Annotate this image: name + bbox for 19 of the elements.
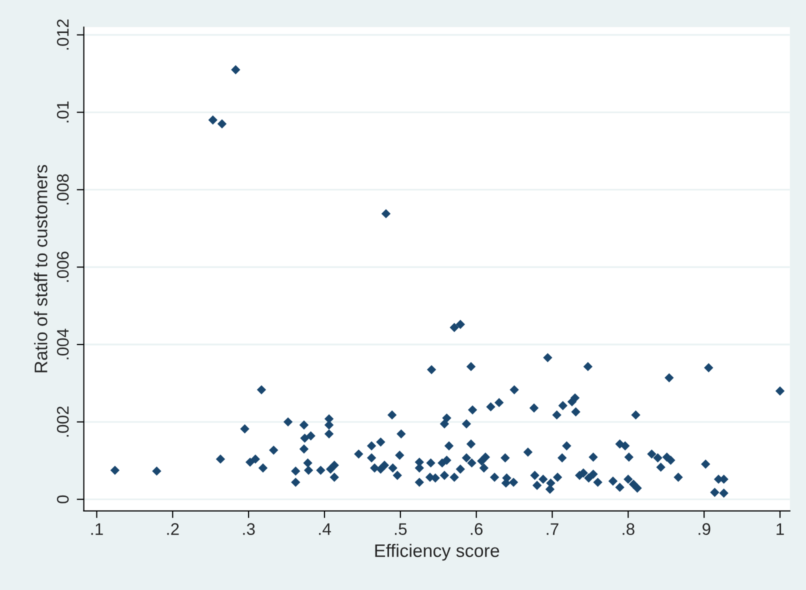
x-tick-label: .7	[546, 523, 558, 535]
y-tick-label: .002	[56, 406, 69, 437]
y-tick-label: .01	[56, 102, 69, 122]
x-tick-label: .5	[394, 523, 407, 535]
x-tick-label: .4	[319, 523, 331, 535]
y-tick-label: 0	[56, 495, 69, 504]
y-tick-label: .008	[56, 174, 69, 204]
y-tick-label: .004	[56, 328, 69, 360]
y-tick-label: .012	[56, 19, 69, 50]
x-tick-label: .8	[622, 523, 634, 535]
x-tick-label: 1	[776, 523, 784, 535]
x-axis-title: Efficiency score	[375, 544, 500, 561]
y-axis-title: Ratio of staff to customers	[34, 164, 48, 372]
x-tick-label: .9	[698, 523, 710, 535]
x-tick-label: .6	[470, 523, 483, 535]
y-tick-label: .006	[56, 252, 69, 282]
x-tick-label: .2	[167, 523, 179, 535]
x-tick-label: .3	[243, 523, 255, 535]
x-tick-label: .1	[91, 523, 103, 535]
